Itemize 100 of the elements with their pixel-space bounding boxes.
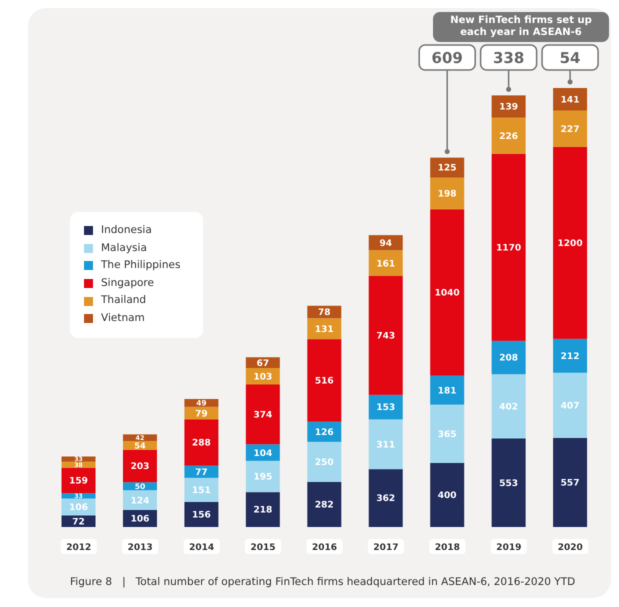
data-label: 400 bbox=[438, 491, 457, 502]
bar bbox=[246, 384, 280, 444]
bar bbox=[553, 110, 588, 147]
bar bbox=[307, 422, 342, 442]
bar bbox=[246, 492, 280, 527]
data-label: 1040 bbox=[434, 288, 460, 299]
data-label: 282 bbox=[314, 500, 334, 511]
bar bbox=[492, 340, 526, 374]
callout-connector: 54 bbox=[541, 44, 599, 84]
data-label: 153 bbox=[376, 403, 396, 414]
legend-label: Thailand bbox=[100, 293, 148, 308]
data-label: 141 bbox=[560, 95, 580, 106]
data-label: 181 bbox=[438, 386, 457, 396]
data-label: 226 bbox=[499, 132, 518, 142]
bar bbox=[184, 419, 218, 466]
bar bbox=[307, 442, 342, 482]
data-label: 516 bbox=[314, 376, 334, 387]
x-tick-label: 2019 bbox=[496, 543, 522, 553]
x-tick-label: 2012 bbox=[66, 543, 92, 553]
annotation: 54 bbox=[560, 49, 581, 67]
x-tick-label: 2018 bbox=[434, 543, 460, 553]
callout-connector: 338 bbox=[480, 44, 538, 92]
bar bbox=[492, 438, 526, 527]
data-label: 553 bbox=[499, 478, 518, 489]
bar bbox=[492, 154, 526, 341]
x-tick-label: 2014 bbox=[189, 543, 214, 553]
data-label: 67 bbox=[256, 358, 270, 369]
bar bbox=[430, 178, 464, 210]
bar bbox=[246, 460, 280, 492]
data-label: 198 bbox=[438, 190, 457, 200]
x-tick-label: 2016 bbox=[312, 543, 338, 553]
bar bbox=[368, 469, 403, 527]
data-label: 374 bbox=[253, 410, 272, 421]
data-label: 1170 bbox=[496, 243, 522, 254]
data-label: 126 bbox=[314, 428, 334, 438]
data-label: 103 bbox=[253, 372, 272, 382]
bar bbox=[430, 463, 464, 527]
data-label: 125 bbox=[438, 164, 457, 174]
data-label: 311 bbox=[376, 440, 396, 450]
bar bbox=[430, 209, 464, 376]
data-label: 77 bbox=[195, 468, 208, 478]
bar bbox=[184, 502, 218, 527]
bar bbox=[368, 394, 403, 420]
bar bbox=[307, 339, 342, 422]
callout-connector: 609 bbox=[418, 44, 476, 154]
caption: Figure 8 | Total number of operating FinTech firms headquartered in ASEAN-6, 2016-2020 YTD bbox=[70, 576, 576, 588]
annotation: 338 bbox=[492, 49, 524, 67]
bar bbox=[492, 374, 526, 439]
bar bbox=[553, 372, 588, 438]
data-label: 156 bbox=[192, 510, 211, 521]
data-label: 159 bbox=[69, 476, 88, 487]
x-tick-label: 2020 bbox=[558, 543, 583, 553]
data-label: 72 bbox=[72, 517, 85, 528]
bar bbox=[368, 276, 403, 395]
data-label: 1200 bbox=[558, 239, 583, 250]
bar bbox=[553, 438, 588, 527]
data-label: 106 bbox=[69, 503, 88, 514]
bar bbox=[553, 88, 588, 111]
bar bbox=[368, 419, 403, 470]
bar bbox=[184, 478, 218, 502]
data-label: 227 bbox=[560, 124, 580, 135]
data-label: 139 bbox=[499, 102, 518, 113]
legend-label: The Philippines bbox=[100, 258, 182, 274]
legend-label: Vietnam bbox=[100, 310, 146, 326]
legend-label: Malaysia bbox=[100, 240, 148, 256]
data-label: 402 bbox=[499, 402, 518, 413]
data-label: 161 bbox=[376, 259, 396, 270]
text: New FinTech firms set up each year in ASEAN-6 bbox=[433, 12, 609, 42]
legend-label: Singapore bbox=[100, 276, 155, 291]
data-label: 407 bbox=[560, 401, 580, 412]
data-label: 94 bbox=[379, 238, 392, 249]
data-label: 743 bbox=[376, 332, 396, 342]
x-tick-label: 2013 bbox=[128, 543, 153, 553]
data-label: 151 bbox=[192, 486, 211, 496]
bar bbox=[553, 146, 588, 339]
bar bbox=[492, 118, 526, 154]
bar bbox=[553, 338, 588, 373]
bar bbox=[62, 462, 96, 468]
bar bbox=[307, 318, 342, 340]
data-label: 208 bbox=[499, 354, 518, 364]
data-label: 365 bbox=[438, 430, 457, 440]
bar bbox=[368, 250, 403, 276]
data-label: 54 bbox=[134, 440, 146, 450]
data-label: 124 bbox=[130, 496, 150, 506]
data-label: 288 bbox=[192, 438, 211, 449]
annotation: 609 bbox=[432, 49, 463, 67]
data-label: 362 bbox=[376, 494, 396, 504]
bar bbox=[184, 466, 218, 478]
data-label: 131 bbox=[314, 324, 334, 335]
data-label: 78 bbox=[318, 308, 331, 318]
x-tick-label: 2015 bbox=[250, 543, 276, 553]
bar bbox=[430, 404, 464, 464]
data-label: 557 bbox=[560, 478, 580, 489]
data-label: 195 bbox=[253, 472, 272, 483]
data-label: 218 bbox=[253, 506, 272, 516]
bar bbox=[122, 450, 157, 482]
data-label: 250 bbox=[314, 458, 334, 468]
x-tick-label: 2017 bbox=[373, 543, 398, 553]
data-label: 203 bbox=[130, 462, 150, 472]
bar bbox=[430, 376, 464, 405]
